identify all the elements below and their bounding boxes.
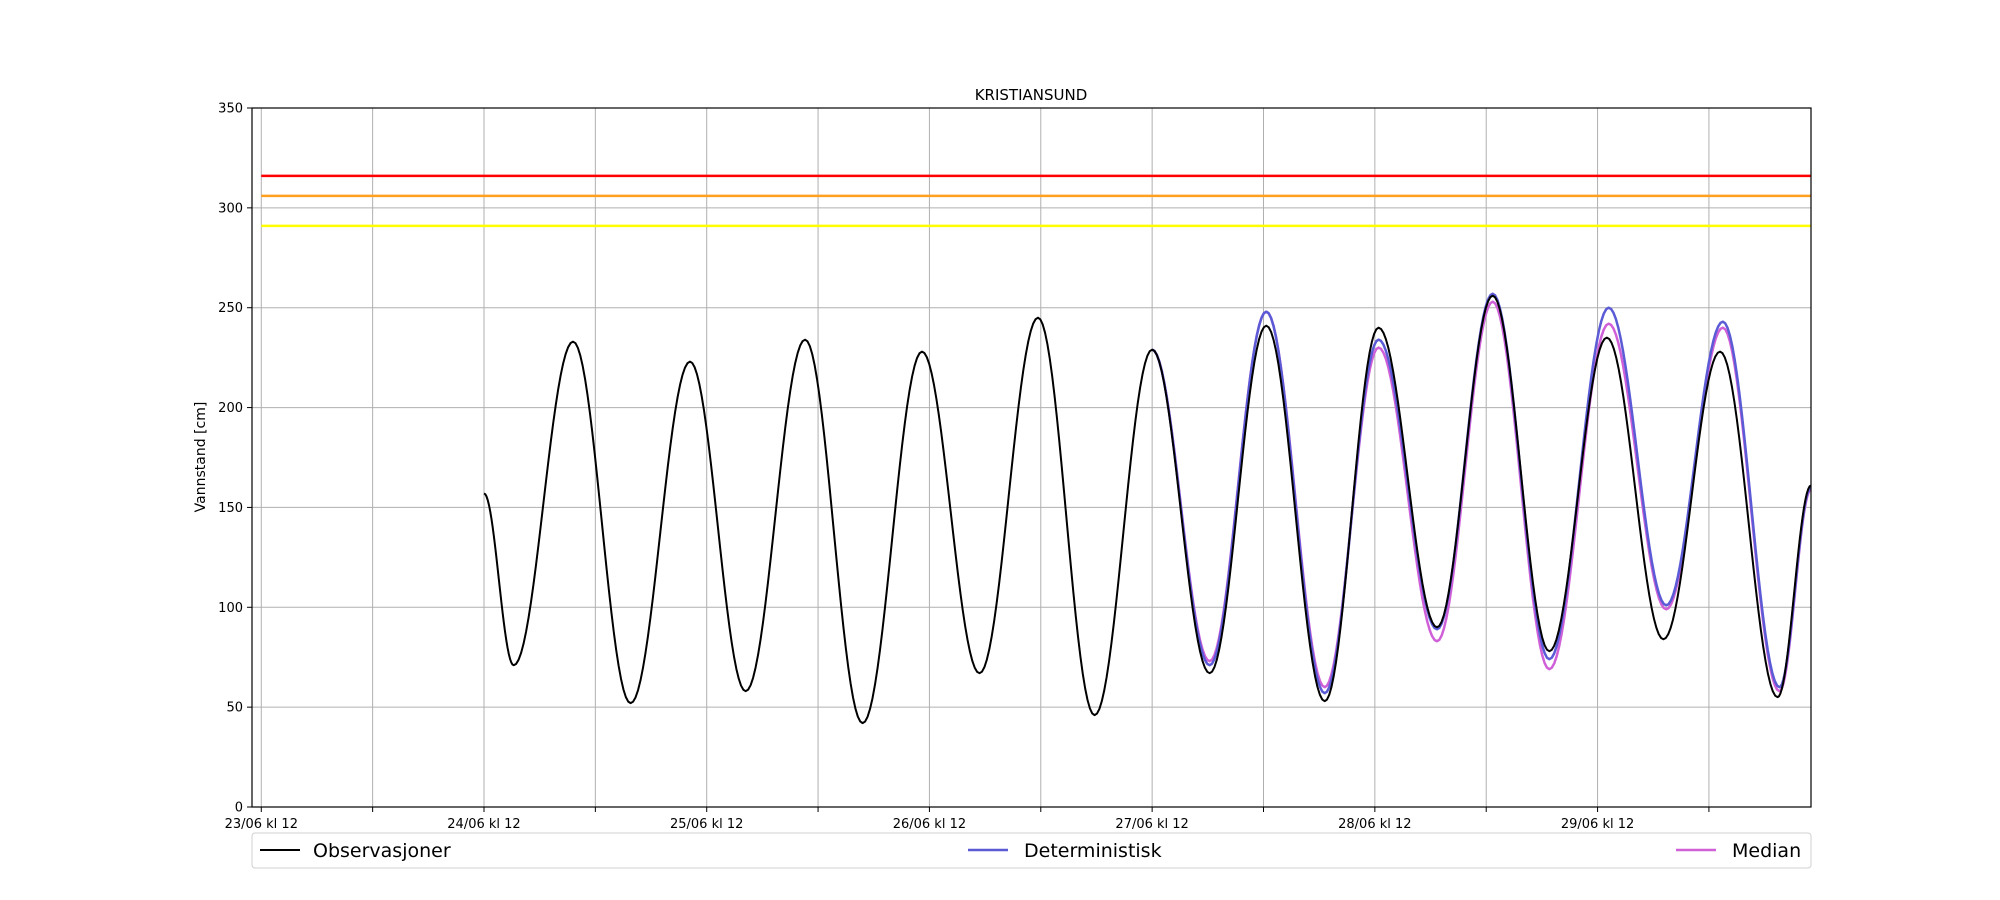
- x-tick-label: 23/06 kl 12: [225, 817, 298, 832]
- y-tick-label: 50: [226, 701, 243, 716]
- x-tick-label: 29/06 kl 12: [1561, 817, 1634, 832]
- y-axis-title: Vannstand [cm]: [193, 402, 209, 513]
- x-tick-label: 26/06 kl 12: [893, 817, 966, 832]
- series-lines: [483, 292, 1812, 725]
- x-tick-label: 27/06 kl 12: [1115, 817, 1188, 832]
- y-tick-label: 250: [218, 301, 243, 316]
- grid: [252, 107, 1811, 808]
- series-line-observasjoner: [483, 294, 1812, 725]
- y-tick-label: 350: [218, 102, 243, 117]
- legend: Observasjoner Deterministisk Median: [251, 832, 1812, 869]
- x-tick-label: 24/06 kl 12: [447, 817, 520, 832]
- x-tick-label: 25/06 kl 12: [670, 817, 743, 832]
- chart-title: KRISTIANSUND: [975, 86, 1088, 104]
- y-tick-label: 300: [218, 201, 243, 216]
- y-tick-label: 150: [218, 501, 243, 516]
- legend-label-median: Median: [1732, 840, 1801, 862]
- series-line-deterministisk: [1151, 292, 1812, 695]
- y-tick-label: 200: [218, 401, 243, 416]
- legend-frame: [251, 832, 1812, 869]
- legend-label-observasjoner: Observasjoner: [313, 840, 451, 862]
- axis-ticks: 0 50 100 150 200 250 300 350 23/06 kl 12 24/06 kl…: [218, 102, 1710, 832]
- plot-frame: [251, 107, 1812, 808]
- series-line-median: [1151, 300, 1812, 693]
- y-tick-label: 100: [218, 601, 243, 616]
- x-tick-label: 28/06 kl 12: [1338, 817, 1411, 832]
- threshold-lines: [261, 174, 1811, 228]
- legend-label-deterministisk: Deterministisk: [1024, 840, 1162, 862]
- y-tick-label: 0: [235, 801, 243, 816]
